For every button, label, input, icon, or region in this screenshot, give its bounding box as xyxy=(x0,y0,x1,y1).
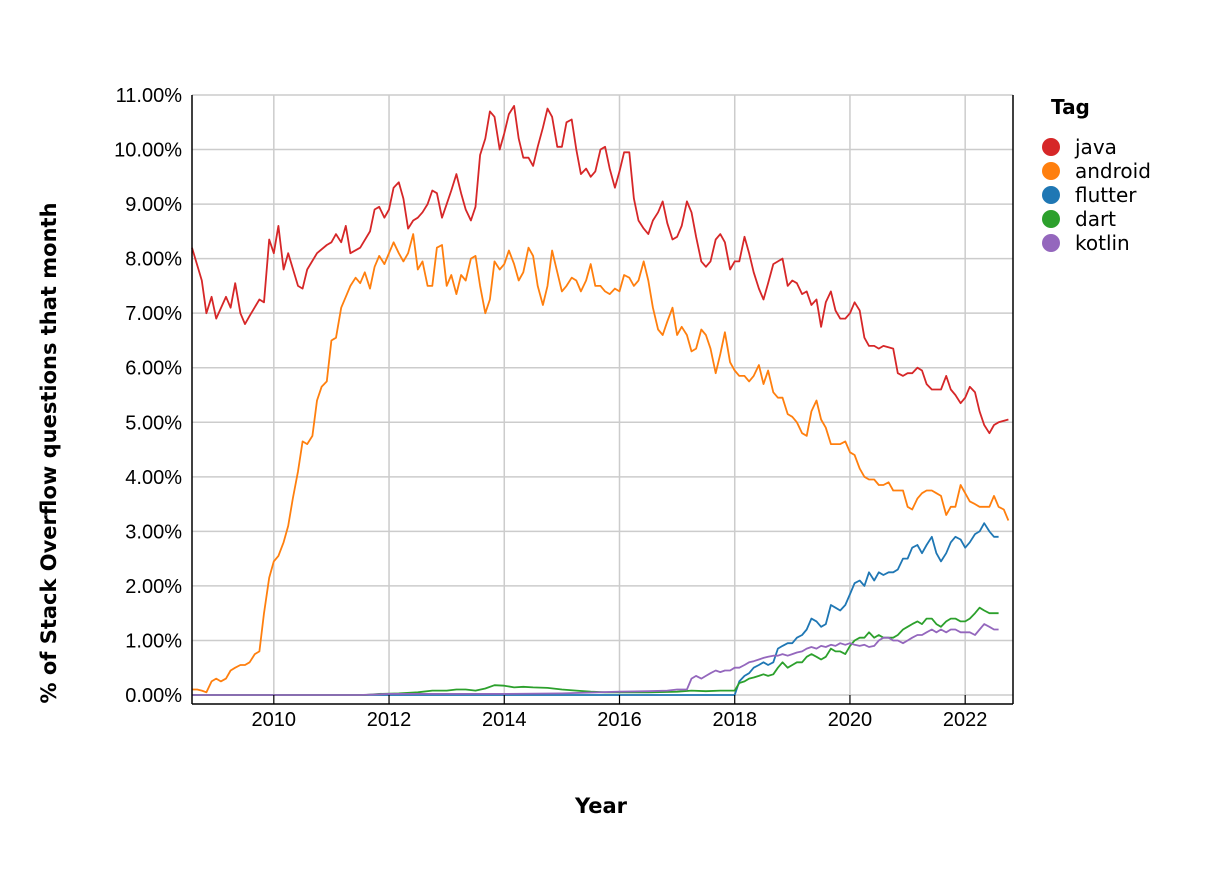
y-axis-title: % of Stack Overflow questions that month xyxy=(37,202,61,703)
y-tick-label: 1.00% xyxy=(125,630,182,652)
y-tick-label: 4.00% xyxy=(125,467,182,489)
axes xyxy=(191,95,1014,705)
x-tick-label: 2022 xyxy=(943,709,988,731)
legend-label-flutter: flutter xyxy=(1075,183,1137,207)
y-tick-label: 8.00% xyxy=(125,249,182,271)
y-tick-label: 6.00% xyxy=(125,358,182,380)
legend-swatch-kotlin xyxy=(1042,234,1060,252)
legend-label-dart: dart xyxy=(1075,207,1116,231)
y-tick-label: 0.00% xyxy=(125,685,182,707)
legend-label-kotlin: kotlin xyxy=(1075,231,1130,255)
y-tick-label: 9.00% xyxy=(125,194,182,216)
y-tick-labels: 0.00% 1.00% 2.00% 3.00% 4.00% 5.00% 6.00% 7.00%… xyxy=(114,85,182,707)
series-lines xyxy=(191,105,1010,696)
series-line-kotlin xyxy=(192,623,999,696)
legend-swatch-java xyxy=(1042,138,1060,156)
y-tick-label: 2.00% xyxy=(125,576,182,598)
legend-swatch-flutter xyxy=(1042,186,1060,204)
x-tick-label: 2010 xyxy=(252,709,297,731)
legend-title: Tag xyxy=(1051,95,1090,119)
legend-swatch-android xyxy=(1042,162,1060,180)
x-tick-label: 2012 xyxy=(367,709,412,731)
gridlines xyxy=(192,94,1013,696)
y-tick-label: 7.00% xyxy=(125,303,182,325)
y-tick-label: 11.00% xyxy=(116,85,183,107)
series-line-android xyxy=(192,233,1010,694)
x-tick-label: 2016 xyxy=(597,709,642,731)
y-tick-label: 5.00% xyxy=(125,412,182,434)
series-line-java xyxy=(191,105,1009,435)
legend-swatch-dart xyxy=(1042,210,1060,228)
x-tick-label: 2014 xyxy=(482,709,527,731)
x-axis-title: Year xyxy=(574,794,628,818)
y-tick-label: 10.00% xyxy=(114,140,182,162)
y-tick-label: 3.00% xyxy=(125,521,182,543)
series-line-flutter xyxy=(192,522,999,696)
x-tick-label: 2018 xyxy=(712,709,757,731)
series-line-dart xyxy=(192,606,999,696)
legend-label-android: android xyxy=(1075,159,1151,183)
x-tick-labels: 2010 2012 2014 2016 2018 2020 2022 xyxy=(252,695,988,731)
x-tick-label: 2020 xyxy=(828,709,873,731)
legend-label-java: java xyxy=(1074,135,1117,159)
